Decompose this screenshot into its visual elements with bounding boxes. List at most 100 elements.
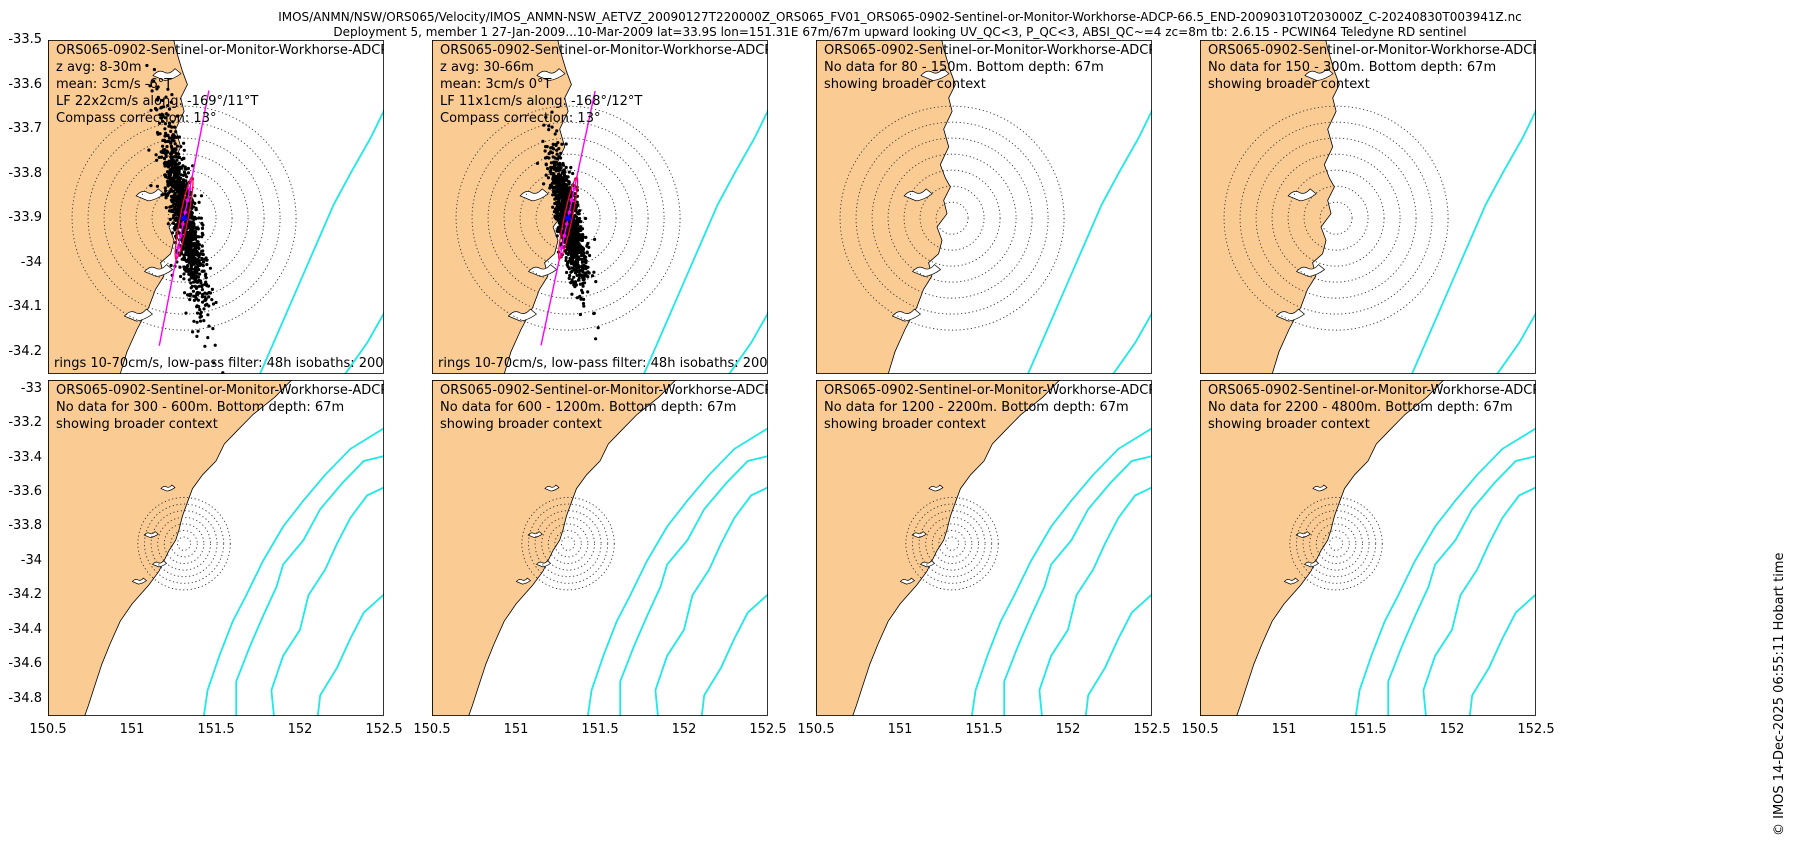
scatter-point: [544, 115, 548, 119]
scatter-point: [559, 151, 563, 155]
x-tick-label: 152.5: [1517, 722, 1555, 737]
annotation-line-2: showing broader context: [56, 417, 218, 432]
scatter-point: [201, 260, 206, 264]
scatter-point: [561, 162, 565, 166]
scatter-point: [149, 108, 153, 112]
scatter-point: [170, 167, 174, 171]
scatter-point: [198, 252, 202, 256]
scatter-point: [551, 193, 555, 197]
y-tick-label: -33.4: [8, 449, 42, 465]
figure-title-file: IMOS/ANMN/NSW/ORS065/Velocity/IMOS_ANMN-…: [278, 10, 1522, 24]
speed-ring-10cms: [177, 536, 192, 551]
speed-ring-50cms: [1302, 510, 1370, 578]
annotation-line-0: ORS065-0902-Sentinel-or-Monitor-Workhors…: [824, 43, 1152, 58]
speed-ring-40cms: [157, 516, 211, 571]
scatter-point: [581, 281, 585, 286]
scatter-point: [544, 163, 548, 167]
scatter-point: [580, 257, 584, 261]
map-svg: [432, 40, 768, 374]
panel-annotation: ORS065-0902-Sentinel-or-Monitor-Workhors…: [1208, 42, 1536, 93]
lf-point: [567, 210, 572, 215]
estuary-1: [911, 531, 927, 538]
scatter-point: [577, 255, 581, 259]
annotation-line-0: ORS065-0902-Sentinel-or-Monitor-Workhors…: [56, 43, 384, 58]
scatter-point: [180, 157, 184, 161]
scatter-point: [564, 250, 568, 254]
scatter-point: [570, 266, 574, 270]
map-panel-top-3: ORS065-0902-Sentinel-or-Monitor-Workhors…: [816, 40, 1152, 374]
scatter-point: [551, 142, 555, 146]
scatter-point: [166, 133, 170, 137]
scatter-point: [170, 125, 174, 129]
scatter-point: [188, 246, 192, 250]
scatter-point: [184, 265, 188, 269]
scatter-point: [581, 284, 585, 288]
scatter-point: [190, 213, 194, 217]
scatter-point: [576, 232, 580, 236]
scatter-point: [188, 216, 192, 220]
scatter-point: [145, 63, 149, 68]
scatter-point: [566, 265, 570, 269]
scatter-point: [179, 274, 183, 279]
scatter-point: [169, 152, 173, 156]
scatter-point: [175, 179, 179, 183]
scatter-point: [583, 259, 587, 264]
y-tick-label: -33.6: [8, 484, 42, 499]
annotation-line-1: No data for 600 - 1200m. Bottom depth: 6…: [440, 400, 737, 415]
scatter-point: [565, 270, 569, 275]
scatter-point: [175, 144, 179, 148]
scatter-point: [181, 164, 185, 168]
scatter-point: [202, 269, 206, 273]
scatter-point: [200, 295, 204, 299]
isobath-line-1: [1003, 455, 1152, 716]
y-tick-label: -34.2: [8, 587, 42, 603]
scatter-point: [197, 235, 201, 239]
variance-ellipse: [557, 176, 579, 260]
speed-ring-40cms: [1271, 153, 1401, 283]
isobath-line-0: [642, 108, 768, 374]
scatter-point: [166, 222, 170, 226]
y-tick-label: -34.4: [8, 621, 42, 637]
scatter-point: [193, 194, 197, 198]
scatter-point: [178, 167, 182, 171]
map-panel-bottom-2: ORS065-0902-Sentinel-or-Monitor-Workhors…: [432, 380, 768, 716]
estuary-0: [1312, 484, 1328, 492]
lf-point: [565, 222, 569, 226]
scatter-point: [182, 277, 186, 281]
scatter-point: [178, 225, 182, 229]
isobath-line-2: [1422, 486, 1536, 716]
scatter-point: [577, 250, 581, 255]
map-svg: [48, 40, 384, 374]
scatter-point: [214, 300, 218, 305]
scatter-point: [168, 217, 172, 221]
scatter-point: [196, 329, 200, 333]
scatter-point: [176, 211, 180, 215]
scatter-point: [190, 254, 194, 259]
scatter-point: [164, 206, 168, 210]
scatter-point: [203, 282, 207, 286]
speed-ring-50cms: [487, 137, 649, 299]
scatter-point: [546, 176, 550, 180]
scatter-point: [547, 128, 551, 132]
scatter-point: [163, 186, 167, 190]
scatter-point: [171, 120, 175, 124]
lf-point: [183, 210, 188, 215]
map-panel-bottom-1: ORS065-0902-Sentinel-or-Monitor-Workhors…: [48, 380, 384, 716]
scatter-point: [160, 105, 164, 109]
scatter-point: [572, 233, 576, 237]
scatter-point: [549, 161, 553, 165]
scatter-point: [568, 256, 572, 260]
scatter-point: [185, 251, 189, 255]
speed-ring-60cms: [87, 121, 281, 315]
scatter-point: [194, 206, 198, 210]
y-tick-label: -34.8: [8, 690, 42, 706]
scatter-point: [573, 235, 577, 240]
speed-ring-30cms: [931, 523, 973, 564]
scatter-point: [194, 274, 199, 278]
annotation-line-4: Compass correction: 13°: [56, 111, 217, 126]
scatter-point: [185, 175, 189, 179]
scatter-point: [575, 200, 579, 204]
speed-ring-30cms: [547, 523, 589, 564]
isobath-line-2: [270, 486, 384, 716]
scatter-point: [581, 291, 585, 295]
